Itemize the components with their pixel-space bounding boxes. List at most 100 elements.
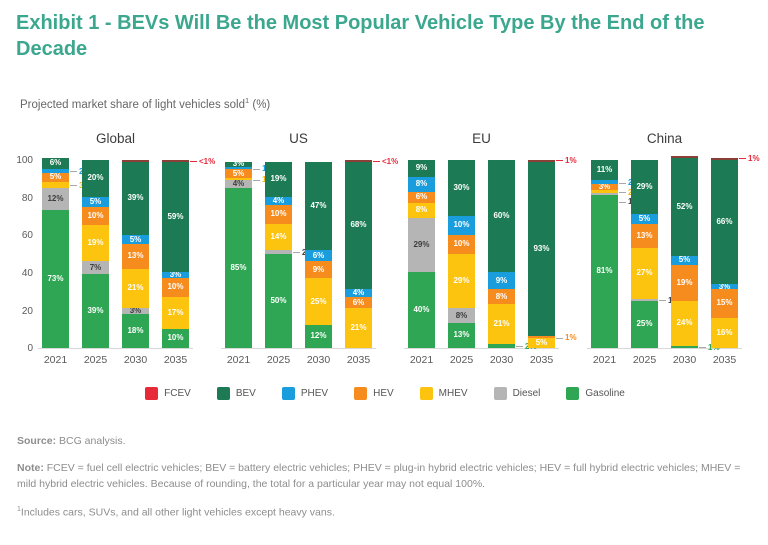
year-label: 2030 — [306, 353, 331, 366]
year-label: 2021 — [226, 353, 251, 366]
bar-segment-phev — [225, 167, 252, 170]
bar-segment-gasoline: 81% — [591, 195, 618, 348]
bar-segment-label: 3% — [129, 305, 142, 315]
callout-label: 1% — [739, 154, 760, 163]
legend-item-mhev: MHEV — [419, 386, 468, 400]
chart-panels: Global73%12%5%6%2%3%39%7%19%10%5%20%18%3… — [38, 130, 760, 370]
bar-2025: 39% 7% 19% 10% 5% 20% — [82, 159, 109, 348]
source-label: Source: — [17, 434, 57, 447]
legend-label: BEV — [235, 387, 256, 399]
bar-segment-label: 39% — [127, 193, 144, 203]
bar-segment-diesel — [631, 298, 658, 301]
legend-item-diesel: Diesel — [493, 386, 540, 400]
bar-segment-bev: 11% — [591, 159, 618, 181]
bar-segment-phev — [591, 180, 618, 185]
bar-segment-label: 5% — [638, 213, 651, 223]
legend-swatch — [566, 386, 580, 400]
bar-segment-hev: 10% — [162, 278, 189, 297]
bar-segment-label: 5% — [535, 337, 548, 347]
bar-segment-mhev: 25% — [305, 278, 332, 326]
bar-segment-hev: 13% — [631, 223, 658, 248]
year-label: 2030 — [123, 353, 148, 366]
footnote-text: Includes cars, SUVs, and all other light… — [20, 506, 335, 519]
y-axis-label: 0 — [27, 343, 33, 355]
year-label: 2025 — [449, 353, 474, 366]
bar-segment-diesel: 12% — [42, 187, 69, 211]
year-label: 2035 — [346, 353, 371, 366]
bar-segment-hev: 6% — [408, 191, 435, 203]
bar-segment-label: 27% — [636, 268, 653, 278]
bar-segment-hev: 5% — [225, 169, 252, 179]
bar-segment-mhev: 8% — [408, 202, 435, 218]
bar-segment-label: 4% — [352, 288, 365, 298]
legend-item-bev: BEV — [216, 386, 256, 400]
callout-text: <1% — [382, 156, 399, 166]
bar-segment-bev: 47% — [305, 161, 332, 250]
callout-line — [556, 160, 563, 162]
chart-panel-china: China81%3%11%2%2%1%25%27%13%5%29%1%24%19… — [587, 130, 760, 370]
bar-segment-hev: 19% — [671, 264, 698, 301]
bar-segment-label: 13% — [127, 251, 144, 261]
note-text: FCEV = fuel cell electric vehicles; BEV … — [17, 462, 741, 491]
bar-segment-label: 6% — [352, 297, 365, 307]
bar-segment-hev: 9% — [305, 261, 332, 279]
bar-segment-mhev: 29% — [448, 253, 475, 309]
bar-segment-fcev — [671, 156, 698, 158]
bar-segment-phev: 4% — [345, 289, 372, 297]
bar-segment-label: 8% — [415, 179, 428, 189]
x-axis: 2021 2025 2030 2035 — [404, 354, 559, 370]
page-title: Exhibit 1 - BEVs Will Be the Most Popula… — [16, 12, 705, 61]
panel-title: China — [646, 130, 683, 146]
page-subtitle: Projected market share of light vehicles… — [20, 96, 754, 111]
bar-segment-gasoline: 85% — [225, 187, 252, 348]
bar-segment-diesel: 29% — [408, 217, 435, 273]
bar-segment-label: 60% — [493, 211, 510, 221]
bar-segment-label: 19% — [87, 238, 104, 248]
bar-2035: 16% 15% 3% 66% — [711, 157, 738, 348]
bar-segment-label: 40% — [413, 305, 430, 315]
bar-segment-mhev — [225, 178, 252, 181]
bar-segment-label: 9% — [312, 264, 325, 274]
bar-segment-mhev: 21% — [122, 268, 149, 309]
bar-segment-mhev: 24% — [671, 300, 698, 346]
bar-segment-gasoline — [488, 343, 515, 348]
y-axis: 0 20 40 60 80 100 — [8, 131, 38, 355]
legend-swatch — [281, 386, 295, 400]
bar-segment-hev: 13% — [122, 244, 149, 269]
bar-segment-phev: 5% — [82, 197, 109, 207]
legend-swatch — [145, 386, 159, 400]
bar-segment-label: 21% — [350, 322, 367, 332]
bar-segment-mhev: 16% — [711, 317, 738, 348]
callout-text: 1% — [565, 333, 577, 343]
bar-segment-phev: 3% — [711, 282, 738, 290]
bar-segment-hev: 6% — [345, 296, 372, 309]
bar-segment-phev: 4% — [265, 196, 292, 205]
bar-2035: 5% 93% — [528, 159, 555, 348]
plot-area: 85%4%5%3%1%1%50%14%10%4%19%2%12%25%9%6%4… — [221, 157, 398, 349]
callout-line — [699, 347, 706, 349]
callout-text: <1% — [199, 156, 216, 166]
bar-2021: 73% 12% 5% 6% — [42, 157, 69, 348]
bar-segment-mhev: 21% — [345, 308, 372, 348]
bar-segment-label: 50% — [270, 295, 287, 305]
callout-line — [516, 346, 523, 348]
bar-segment-phev: 6% — [305, 249, 332, 262]
callout-line — [739, 158, 746, 160]
bar-segment-label: 25% — [636, 319, 653, 329]
bar-segment-label: 29% — [636, 181, 653, 191]
bar-segment-label: 13% — [636, 230, 653, 240]
bar-segment-bev: 3% — [225, 160, 252, 168]
bar-segment-hev: 10% — [82, 206, 109, 226]
legend-swatch — [216, 386, 230, 400]
bar-segment-diesel: 3% — [122, 305, 149, 315]
bar-segment-label: 6% — [49, 158, 62, 168]
year-label: 2035 — [529, 353, 554, 366]
bar-segment-hev: 10% — [448, 234, 475, 254]
bar-segment-hev: 8% — [488, 289, 515, 305]
legend-label: FCEV — [164, 387, 191, 399]
bar-segment-bev: 60% — [488, 159, 515, 273]
bar-segment-label: 18% — [127, 325, 144, 335]
chart-legend: FCEV BEV PHEV HEV MHEV Diesel Gasoline — [16, 386, 754, 400]
y-axis-label: 40 — [21, 267, 33, 279]
